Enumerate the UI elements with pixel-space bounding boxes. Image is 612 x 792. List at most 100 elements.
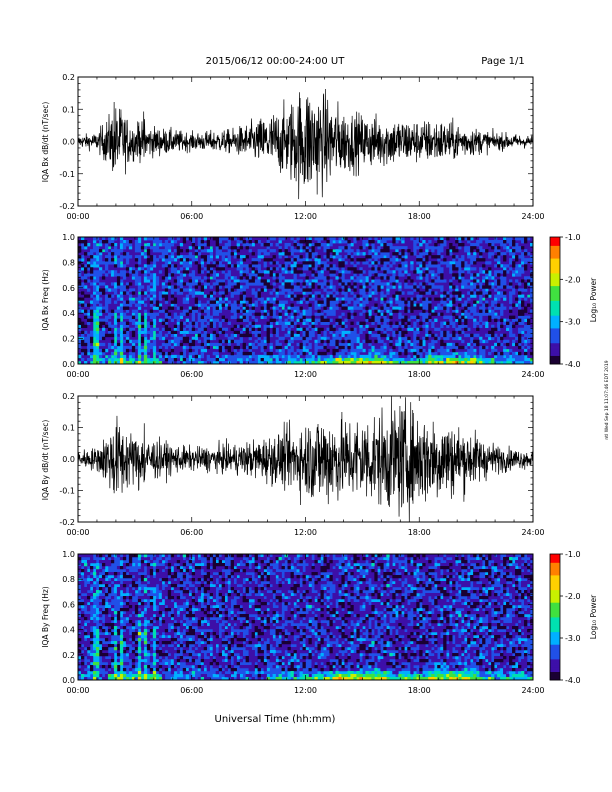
colorbar-segment (550, 572, 560, 576)
y-tick-label: 0.4 (62, 309, 75, 318)
spectrogram-cells (137, 677, 468, 680)
colorbar-segment (550, 617, 560, 620)
colorbar-segment (550, 671, 560, 675)
colorbar-segment (550, 577, 560, 580)
colorbar-segment (550, 581, 560, 584)
x-tick-label: 06:00 (180, 686, 203, 695)
by-waveform-ylabel: IQA By dB/dt (nT/sec) (41, 420, 50, 501)
colorbar-segment (550, 249, 560, 253)
waveform-trace (78, 89, 533, 200)
x-tick-label: 06:00 (180, 528, 203, 537)
colorbar-segment (550, 315, 560, 318)
colorbar-segment (550, 266, 560, 270)
colorbar-segment (550, 289, 560, 293)
colorbar-segment (550, 340, 560, 344)
by-colorbar-label: Log₁₀ Power (589, 594, 598, 639)
colorbar-segment (550, 268, 560, 272)
colorbar-tick-label: -1.0 (565, 550, 581, 559)
colorbar-segment (550, 650, 560, 654)
colorbar-tick-label: -1.0 (565, 233, 581, 242)
colorbar-segment (550, 560, 560, 563)
colorbar-segment (550, 663, 560, 666)
colorbar-segment (550, 564, 560, 567)
bx-spectrogram-ylabel: IQA Bx Freq (Hz) (41, 269, 50, 331)
colorbar-segment (550, 332, 560, 335)
colorbar-segment (550, 585, 560, 588)
colorbar-segment (550, 357, 560, 361)
y-tick-label: 0.1 (62, 424, 75, 433)
spectrogram-cells (78, 237, 533, 362)
colorbar-segment (550, 610, 560, 614)
colorbar-segment (550, 262, 560, 265)
colorbar-segment (550, 292, 560, 295)
colorbar-segment (550, 566, 560, 570)
waveform-trace (78, 396, 533, 522)
colorbar-frame (549, 236, 561, 365)
colorbar-segment (550, 570, 560, 574)
colorbar-segment (550, 317, 560, 320)
x-tick-label: 00:00 (66, 212, 89, 221)
colorbar-segment (550, 300, 560, 304)
colorbar-segment (550, 239, 560, 242)
colorbar-segment (550, 593, 560, 597)
colorbar-segment (550, 298, 560, 301)
colorbar-segment (550, 575, 560, 578)
colorbar-segment (550, 283, 560, 287)
colorbar-segment (550, 247, 560, 251)
colorbar-segment (550, 243, 560, 246)
colorbar-segment (550, 659, 560, 662)
colorbar-segment (550, 633, 560, 637)
colorbar-segment (550, 642, 560, 645)
bx-waveform-ylabel: IQA Bx dB/dt (nT/sec) (41, 102, 50, 183)
colorbar-segment (550, 241, 560, 244)
generation-stamp: ntl Wed Sep 18 11:07:46 EDT 2019 (604, 360, 610, 439)
colorbar-segment (550, 608, 560, 612)
colorbar: -1.0 -2.0 -3.0 -4.0 (549, 550, 581, 685)
x-tick-label: 12:00 (294, 528, 317, 537)
spectrogram-cells (78, 237, 533, 364)
colorbar-segment (550, 627, 560, 630)
y-tick-label: 1.0 (62, 233, 75, 242)
colorbar-segment (550, 587, 560, 591)
colorbar-segment (550, 264, 560, 268)
colorbar-segment (550, 281, 560, 284)
colorbar-segment (550, 325, 560, 329)
colorbar-segment (550, 667, 560, 670)
colorbar-tick-label: -3.0 (565, 318, 581, 327)
colorbar-segment (550, 351, 560, 354)
colorbar-tick-label: -4.0 (565, 360, 581, 369)
y-tick-label: -0.1 (59, 170, 75, 179)
y-tick-label: 0.0 (62, 138, 75, 147)
colorbar-tick-label: -2.0 (565, 592, 581, 601)
x-tick-label: 12:00 (294, 686, 317, 695)
date-range-title: 2015/06/12 00:00-24:00 UT (206, 56, 346, 67)
y-tick-label: -0.2 (59, 202, 75, 211)
colorbar-segment (550, 600, 560, 603)
y-tick-label: 0.0 (62, 360, 75, 369)
y-tick-label: 0.6 (62, 600, 75, 609)
colorbar-segment (550, 589, 560, 593)
colorbar-segment (550, 646, 560, 649)
y-tick-label: 0.2 (62, 335, 75, 344)
colorbar-segment (550, 562, 560, 565)
colorbar-segment (550, 321, 560, 325)
colorbar-segment (550, 308, 560, 312)
x-tick-label: 06:00 (180, 370, 203, 379)
colorbar-segment (550, 635, 560, 639)
colorbar-segment (550, 272, 560, 276)
x-tick-label: 18:00 (408, 370, 431, 379)
colorbar-segment (550, 330, 560, 333)
colorbar-tick-label: -4.0 (565, 676, 581, 685)
y-tick-label: 0.4 (62, 626, 75, 635)
colorbar-segment (550, 359, 560, 363)
colorbar: -1.0 -2.0 -3.0 -4.0 (549, 233, 581, 369)
colorbar-segment (550, 596, 560, 599)
y-tick-label: 0.2 (62, 73, 75, 82)
colorbar-segment (550, 349, 560, 352)
colorbar-segment (550, 275, 560, 278)
colorbar-segment (550, 287, 560, 291)
colorbar-segment (550, 629, 560, 633)
colorbar-segment (550, 245, 560, 248)
colorbar-segment (550, 602, 560, 605)
colorbar-segment (550, 304, 560, 308)
